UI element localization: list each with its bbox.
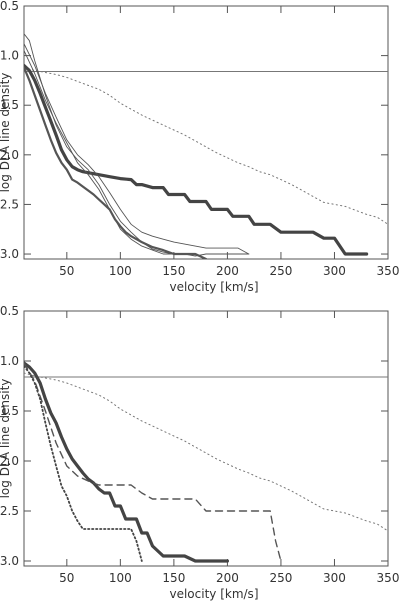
series-line-1 [24,67,388,225]
x-tick-label: 250 [269,264,292,278]
series-line-5 [24,50,196,255]
series-line-2 [24,361,229,563]
series-line-4 [24,43,250,255]
y-tick-label: -0.5 [0,0,19,13]
y-tick-label: -2.0 [0,148,19,162]
y-tick-label: -0.5 [0,304,19,318]
x-tick-label: 100 [109,264,132,278]
y-axis-label: log DLA line density [0,73,12,193]
y-tick-label: -1.0 [0,354,19,368]
y-tick-label: -1.5 [0,98,19,112]
y-tick-label: -1.0 [0,49,19,63]
chart-panel-2: 50 100 150 200 250 300 350 -0.5 -1.0 -1.5 -2.0 -2.5… [0,304,399,601]
x-tick-label: 350 [377,571,400,585]
x-tick-label: 350 [377,264,400,278]
chart-panel-1: 50 100 150 200 250 300 350 -0.5 -1.0 -1.5 -2.0 -2.5… [0,0,399,294]
x-tick-label: 200 [216,571,239,585]
y-tick-label: -2.5 [0,197,19,211]
x-tick-label: 50 [59,571,74,585]
x-axis-label: velocity [km/s] [169,587,258,601]
series-line-1 [24,372,388,532]
x-tick-label: 50 [59,264,74,278]
y-tick-label: -2.0 [0,454,19,468]
series-line-3 [24,362,282,562]
y-tick-label: -1.5 [0,404,19,418]
series-line-2 [24,63,369,256]
x-tick-label: 100 [109,571,132,585]
series-line-6 [24,66,208,259]
x-tick-label: 300 [323,571,346,585]
x-tick-label: 150 [162,571,185,585]
x-tick-label: 250 [269,571,292,585]
plot-frame [23,310,389,567]
y-axis-label: log DLA line density [0,379,12,499]
y-tick-label: -2.5 [0,504,19,518]
x-axis-label: velocity [km/s] [169,280,258,294]
x-tick-label: 200 [216,264,239,278]
y-tick-label: -3.0 [0,554,19,568]
x-tick-label: 300 [323,264,346,278]
plot-frame [23,5,389,260]
y-tick-label: -3.0 [0,247,19,261]
series-line-4 [24,365,143,562]
x-tick-label: 150 [162,264,185,278]
series-line-3 [24,33,250,257]
